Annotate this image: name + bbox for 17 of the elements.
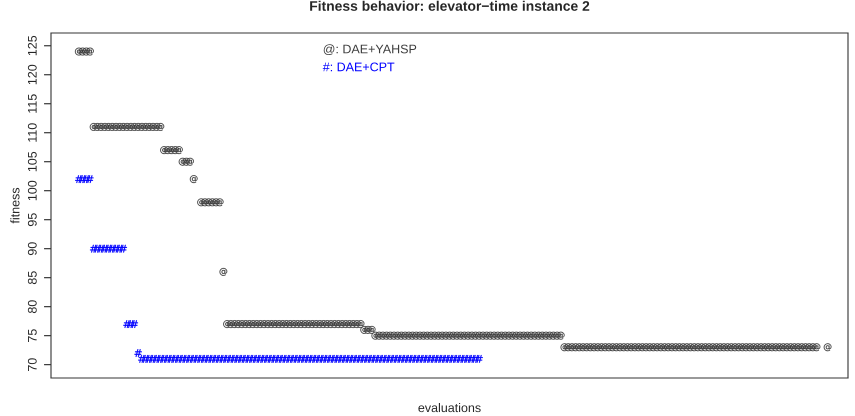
- y-axis-title: fitness: [10, 188, 20, 224]
- x-axis-title: evaluations: [418, 403, 481, 412]
- y-tick-label: 90: [28, 242, 37, 256]
- y-tick-label: 85: [28, 271, 37, 284]
- y-tick-label: 70: [28, 358, 37, 371]
- text: @: DAE+YAHSP: [324, 44, 416, 56]
- y-tick-label: 125: [28, 36, 37, 56]
- text: #: DAE+CPT: [322, 62, 394, 72]
- y-tick-label: 95: [28, 213, 37, 226]
- y-tick-label: 105: [28, 152, 37, 172]
- y-tick-label: 75: [28, 329, 37, 342]
- y-tick-label: 80: [28, 300, 37, 314]
- y-tick-label: 115: [28, 94, 37, 113]
- y-tick-label: 110: [28, 123, 37, 142]
- y-tick-label: 120: [28, 64, 37, 84]
- y-tick-label: 100: [28, 180, 37, 200]
- chart-title: Fitness behavior: elevator−time instance 2: [310, 0, 590, 11]
